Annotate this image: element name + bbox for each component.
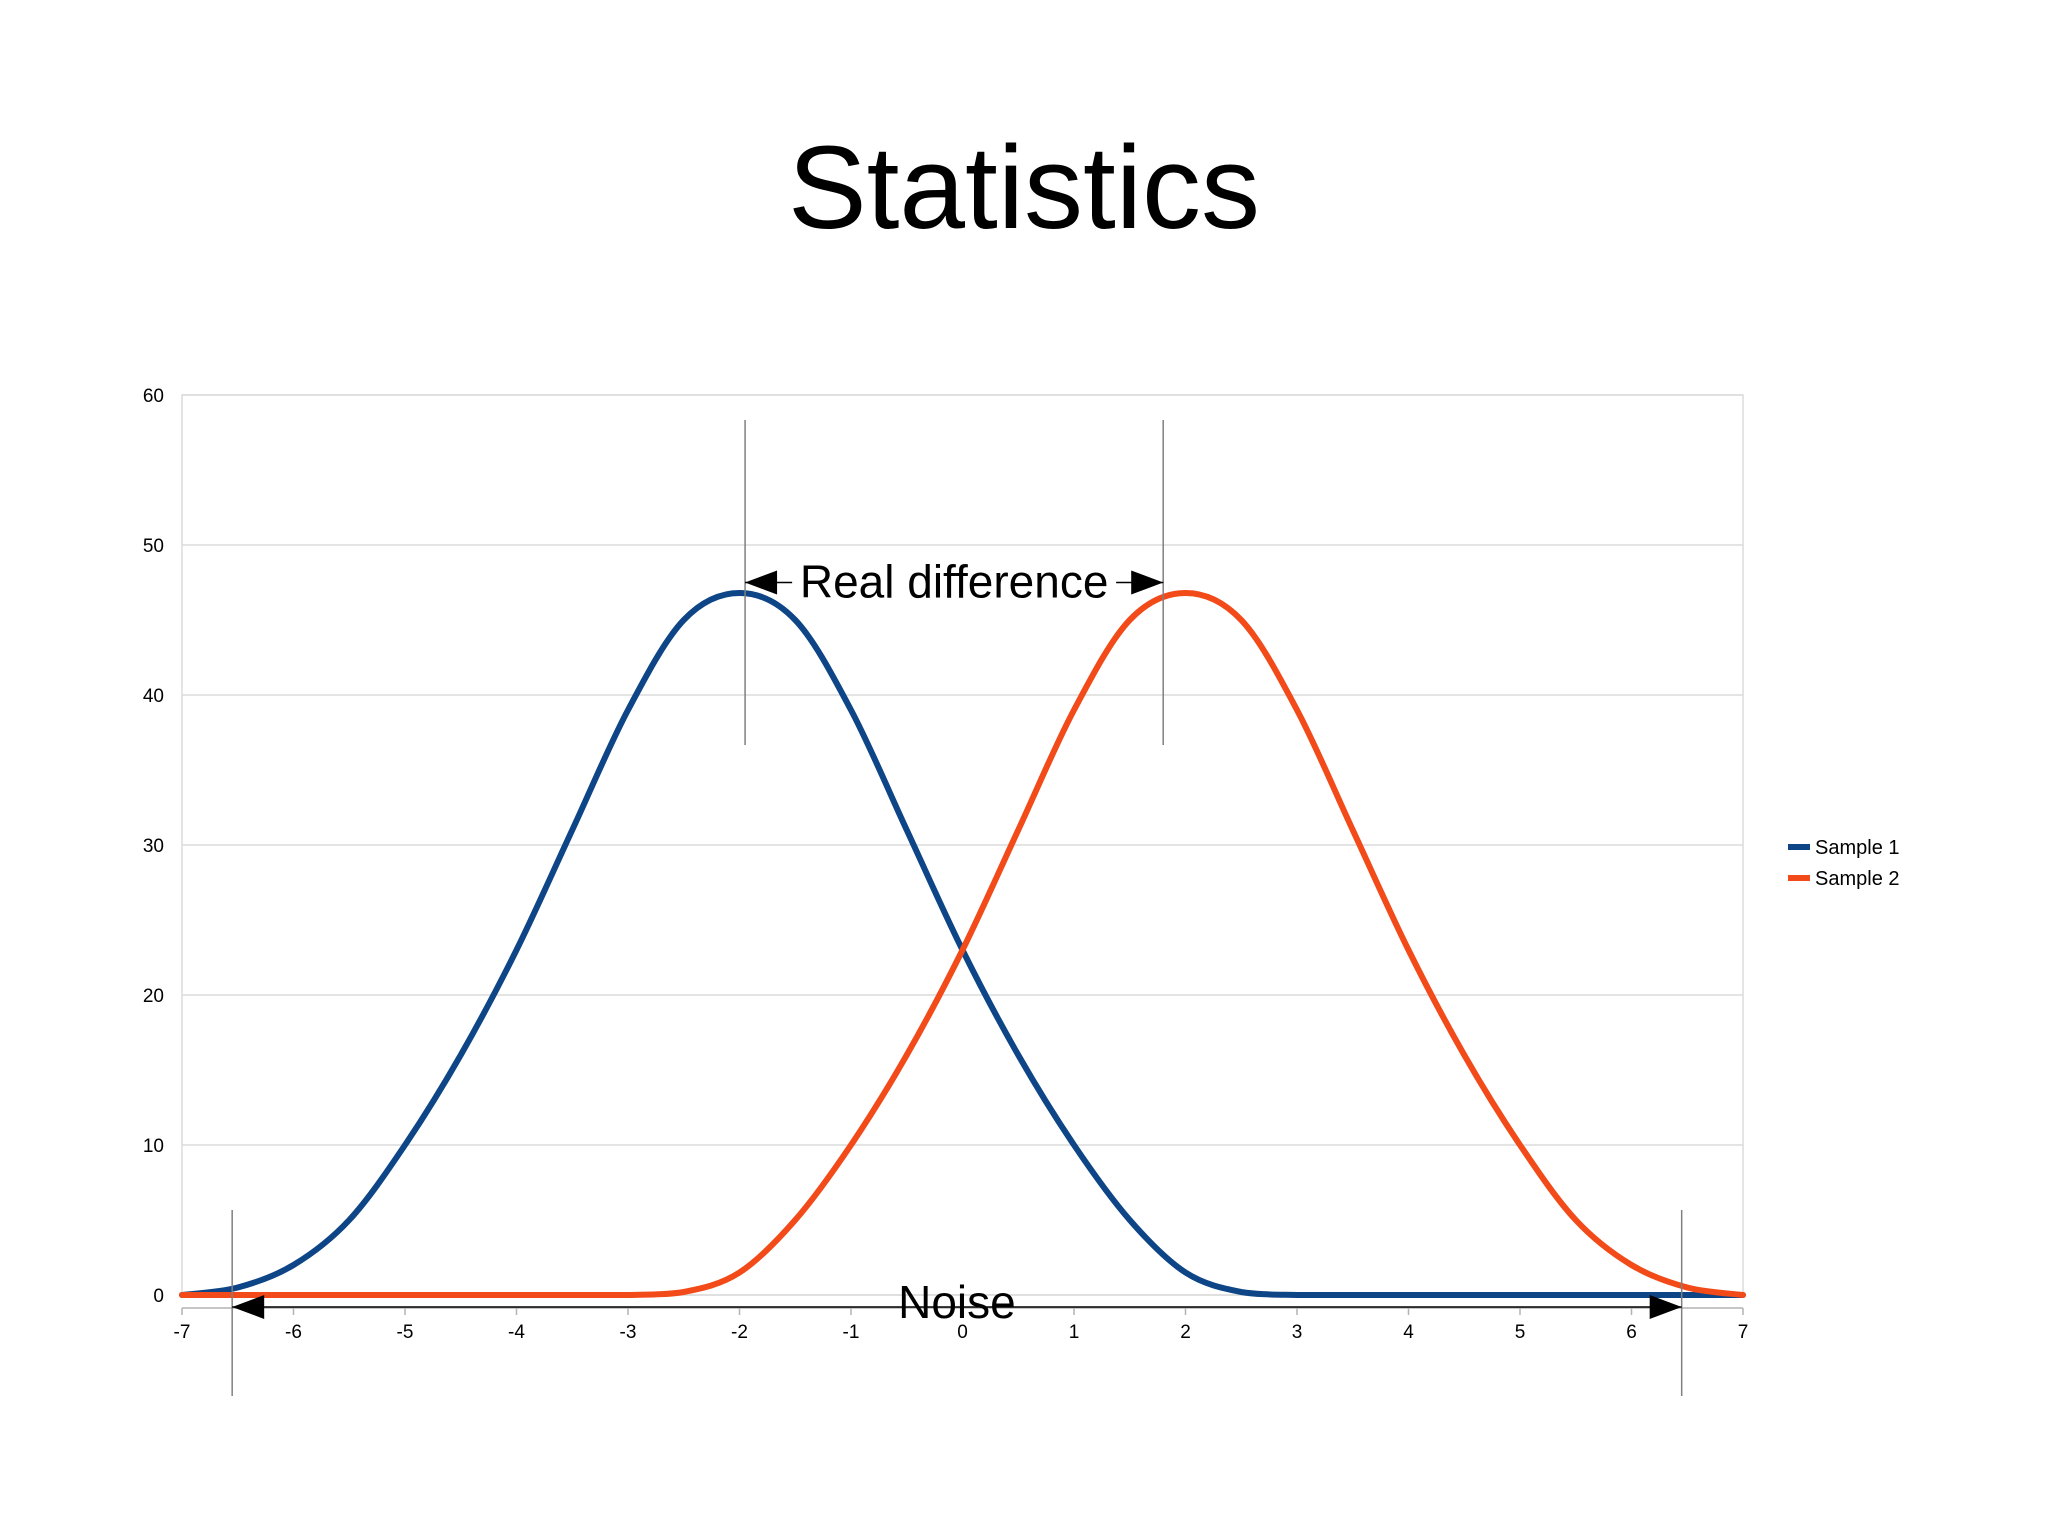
x-tick-label: -4 xyxy=(508,1322,525,1343)
arrow-head-right xyxy=(1649,1295,1682,1319)
grid xyxy=(181,394,1744,1296)
x-tick-label: 4 xyxy=(1403,1322,1414,1343)
arrow-head-left xyxy=(232,1295,265,1319)
x-tick-label: 0 xyxy=(957,1322,968,1343)
x-tick-label: 3 xyxy=(1292,1322,1303,1343)
x-tick-label: 1 xyxy=(1069,1322,1080,1343)
legend: Sample 1 Sample 2 xyxy=(1788,837,1900,890)
y-tick-label: 30 xyxy=(143,836,164,857)
y-tick-label: 20 xyxy=(143,986,164,1007)
x-tick-label: -3 xyxy=(620,1322,637,1343)
x-tick-label: 6 xyxy=(1626,1322,1637,1343)
y-tick-label: 50 xyxy=(143,536,164,557)
slide-title: Statistics xyxy=(787,122,1261,254)
x-tick-label: -7 xyxy=(174,1322,191,1343)
axes: 0 10 20 30 40 50 60 -7 -6 -5 -4 -3 -2 -1 0 1 2 3 4 5 6 7 xyxy=(143,386,1748,1343)
label-backdrop xyxy=(792,546,1117,597)
y-tick-label: 60 xyxy=(143,386,164,407)
annotations: Real difference Noise xyxy=(231,420,1683,1396)
x-tick-label: 2 xyxy=(1180,1322,1191,1343)
x-tick-label: -5 xyxy=(397,1322,414,1343)
series-line-2 xyxy=(179,590,1746,1298)
series-lines xyxy=(179,590,1746,1298)
x-tick-label: -6 xyxy=(285,1322,302,1343)
real-difference-label: Real difference xyxy=(800,556,1109,608)
legend-label: Sample 1 xyxy=(1815,837,1900,859)
noise-label: Noise xyxy=(898,1276,1016,1328)
arrow-head-right xyxy=(1131,570,1164,595)
y-tick-label: 0 xyxy=(153,1286,164,1307)
x-tick-label: -2 xyxy=(731,1322,748,1343)
x-tick-label: 7 xyxy=(1738,1322,1749,1343)
y-tick-label: 10 xyxy=(143,1136,164,1157)
x-tick-label: 5 xyxy=(1515,1322,1526,1343)
y-tick-label: 40 xyxy=(143,686,164,707)
series-line-1 xyxy=(179,590,1746,1298)
legend-label: Sample 2 xyxy=(1815,868,1900,890)
x-tick-label: -1 xyxy=(843,1322,860,1343)
arrow-head-left xyxy=(745,570,778,595)
